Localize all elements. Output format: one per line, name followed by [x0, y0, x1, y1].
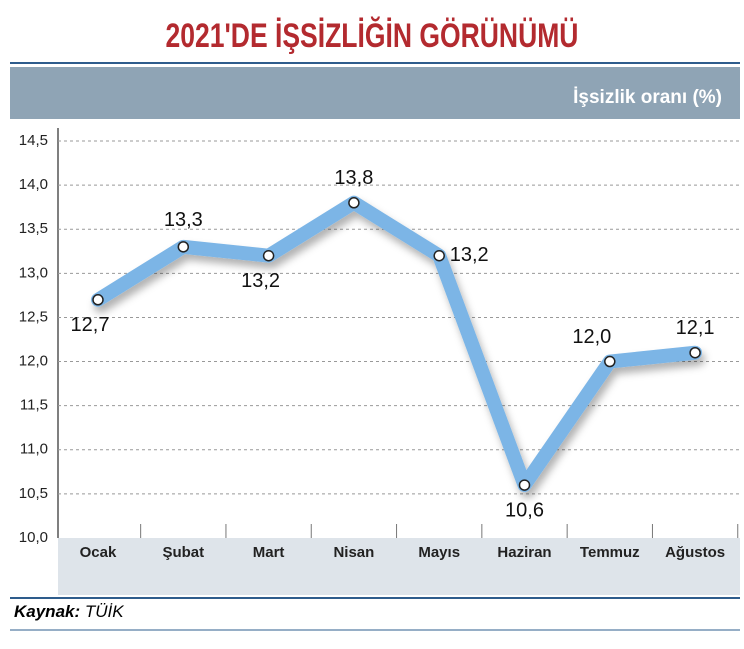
y-tick-label: 14,5	[19, 132, 48, 149]
source: Kaynak: TÜİK	[14, 602, 124, 621]
value-label: 13,8	[334, 167, 373, 189]
data-point	[433, 249, 445, 262]
y-axis-label: İşsizlik oranı (%)	[573, 87, 722, 108]
chart-title: 2021'DE İŞSİZLİĞİN GÖRÜNÜMÜ	[166, 16, 579, 55]
x-tick-label: Ocak	[80, 544, 117, 561]
source-label: Kaynak:	[14, 602, 80, 621]
data-point	[604, 355, 616, 368]
value-label: 13,2	[450, 244, 489, 266]
data-point	[689, 346, 701, 359]
y-tick-label: 11,5	[20, 397, 48, 414]
data-line	[91, 195, 703, 493]
data-point	[348, 197, 360, 209]
data-point	[177, 241, 190, 253]
data-point	[518, 479, 531, 491]
y-tick-label: 12,5	[19, 308, 48, 325]
value-label: 12,7	[71, 314, 110, 336]
y-tick-label: 14,0	[19, 176, 48, 193]
y-tick-label: 13,0	[19, 264, 48, 281]
x-tick-label: Nisan	[333, 544, 374, 561]
y-tick-label: 13,5	[19, 220, 48, 237]
x-tick-label: Mart	[253, 544, 285, 561]
y-tick-label: 12,0	[19, 353, 48, 370]
header-band	[10, 67, 740, 119]
value-label: 13,3	[164, 209, 203, 231]
y-tick-label: 10,0	[19, 529, 48, 546]
value-label: 13,2	[241, 270, 280, 292]
x-tick-label: Şubat	[162, 544, 204, 561]
y-tick-label: 10,5	[19, 485, 48, 502]
data-point	[92, 294, 104, 306]
x-tick-label: Mayıs	[418, 544, 460, 561]
y-tick-label: 11,0	[20, 441, 48, 458]
source-name: TÜİK	[85, 602, 124, 621]
data-point	[262, 249, 275, 262]
x-tick-label: Temmuz	[580, 544, 640, 561]
x-tick-label: Ağustos	[665, 544, 725, 561]
value-label: 10,6	[505, 499, 544, 521]
value-label: 12,1	[676, 317, 715, 339]
value-label: 12,0	[572, 326, 611, 348]
category-band	[58, 538, 740, 595]
x-tick-label: Haziran	[497, 544, 551, 561]
